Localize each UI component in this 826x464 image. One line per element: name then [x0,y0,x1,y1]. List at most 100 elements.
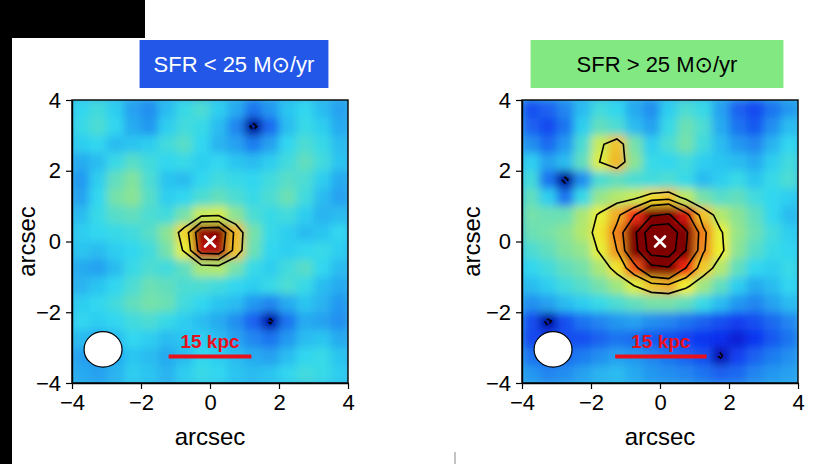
heatmap-cell [781,118,798,136]
heatmap-cell [262,312,280,330]
heatmap-cell [72,188,90,206]
plot-area [72,100,348,383]
x-tick-mark [141,383,142,389]
heatmap-cell [781,277,798,295]
heatmap-cell [643,259,661,277]
heatmap-cell [158,330,176,348]
heatmap-cell [245,188,263,206]
heatmap-cell [296,259,314,277]
heatmap-cell [643,365,661,383]
heatmap-cell [210,312,228,330]
heatmap-cell [331,295,348,313]
heatmap-cell [522,153,540,171]
y-tick: 4 [499,88,522,113]
heatmap-cell [72,259,90,277]
heatmap-cell [262,295,280,313]
y-tick-label: −4 [36,371,61,396]
heatmap-cell [262,259,280,277]
heatmap-cell [695,153,713,171]
heatmap-cell [279,135,297,153]
decor-left [0,0,12,464]
plot-frame [522,100,798,383]
y-tick-label: 0 [49,229,61,254]
heatmap-cell [314,277,332,295]
heatmap-cell [89,295,107,313]
heatmap-cell [296,224,314,242]
heatmap-cell [695,171,713,189]
heatmap-cell [124,188,142,206]
x-tick-label: −2 [579,390,604,415]
heatmap-cell [626,295,644,313]
heatmap-cell [746,277,764,295]
heatmap-cell [176,100,194,118]
heatmap-cell [158,188,176,206]
heatmap-cell [781,295,798,313]
heatmap-cell [331,312,348,330]
heatmap-cell [557,277,575,295]
heatmap-cell [557,206,575,224]
heatmap-cell [591,312,609,330]
heatmap-cell [677,295,695,313]
heatmap-cell [72,135,90,153]
heatmap-cell [107,277,125,295]
heatmap-cell [158,312,176,330]
heatmap-cell [591,330,609,348]
heatmap-cell [72,277,90,295]
heatmap-cell [296,188,314,206]
heatmap-cell [124,224,142,242]
heatmap-cell [608,312,626,330]
heatmap-cell [695,100,713,118]
heatmap-cell [574,206,592,224]
heatmap-cell [712,259,730,277]
x-tick-label: 2 [723,390,735,415]
divider [455,452,456,464]
heatmap-cell [262,206,280,224]
heatmap-cell [591,100,609,118]
heatmap-cell [677,312,695,330]
heatmap-cell [245,206,263,224]
y-tick-mark [66,241,72,242]
heatmap-cell [245,118,263,136]
heatmap-cell [539,312,557,330]
x-tick-mark [591,383,592,389]
heatmap-cell [89,224,107,242]
title-box: SFR < 25 M⊙/yr [140,40,329,88]
heatmap-cell [729,348,747,366]
x-tick-mark [729,383,730,389]
heatmap-cell [626,242,644,260]
x-tick: 2 [723,383,735,415]
negative-contour [250,123,273,324]
heatmap-cell [193,188,211,206]
heatmap-cell [574,153,592,171]
heatmap-cell [89,206,107,224]
heatmap-cell [660,295,678,313]
heatmap-cell [574,100,592,118]
heatmap-cell [124,295,142,313]
heatmap-cell [314,171,332,189]
heatmap-cell [608,277,626,295]
heatmap-cell [695,330,713,348]
heatmap-cell [227,312,245,330]
heatmap-cell [660,118,678,136]
heatmap-cell [279,100,297,118]
heatmap-cell [729,312,747,330]
heatmap-cell [712,118,730,136]
heatmap-cell [262,242,280,260]
heatmap-cell [141,330,159,348]
heatmap-cell [522,365,540,383]
heatmap-cell [124,330,142,348]
heatmap-cell [296,277,314,295]
heatmap-cell [262,135,280,153]
heatmap-cell [72,100,90,118]
heatmap-cell [764,277,782,295]
heatmap-cell [158,365,176,383]
heatmap-cell [746,242,764,260]
heatmap-cell [539,118,557,136]
heatmap-cell [712,312,730,330]
heatmap-cell [781,100,798,118]
y-tick-mark [516,241,522,242]
heatmap-cell [522,259,540,277]
heatmap-cell [608,365,626,383]
heatmap-cell [245,259,263,277]
heatmap-cell [746,224,764,242]
